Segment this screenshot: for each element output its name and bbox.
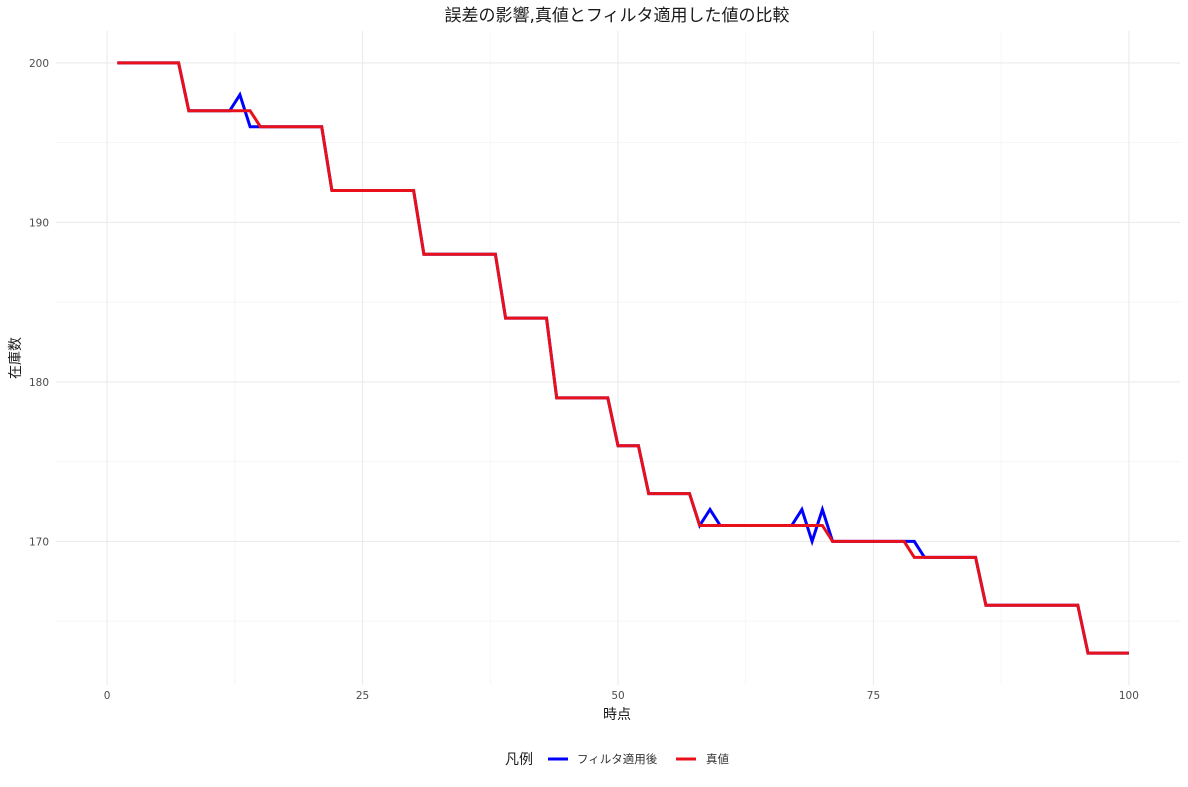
y-tick-label: 180 xyxy=(29,377,49,389)
y-tick-label: 200 xyxy=(29,58,49,70)
series-layer xyxy=(117,61,1129,655)
y-tick-label: 190 xyxy=(29,217,49,229)
legend-label-filtered: フィルタ適用後 xyxy=(577,752,658,766)
legend: 凡例 フィルタ適用後 真値 xyxy=(505,752,729,768)
x-axis-ticks: 0 25 50 75 100 xyxy=(104,690,1139,702)
y-axis-ticks: 170 180 190 200 xyxy=(29,58,49,549)
chart-title: 誤差の影響,真値とフィルタ適用した値の比較 xyxy=(444,6,789,26)
x-tick-label: 100 xyxy=(1119,690,1139,702)
x-tick-label: 0 xyxy=(104,690,111,702)
series-line-true xyxy=(117,61,1129,655)
legend-title: 凡例 xyxy=(505,752,533,768)
legend-label-true: 真値 xyxy=(706,752,729,766)
x-tick-label: 25 xyxy=(356,690,369,702)
grid xyxy=(56,31,1180,685)
x-tick-label: 50 xyxy=(611,690,624,702)
y-tick-label: 170 xyxy=(29,536,49,548)
y-axis-title: 在庫数 xyxy=(7,337,24,379)
x-tick-label: 75 xyxy=(867,690,880,702)
x-axis-title: 時点 xyxy=(603,707,631,723)
